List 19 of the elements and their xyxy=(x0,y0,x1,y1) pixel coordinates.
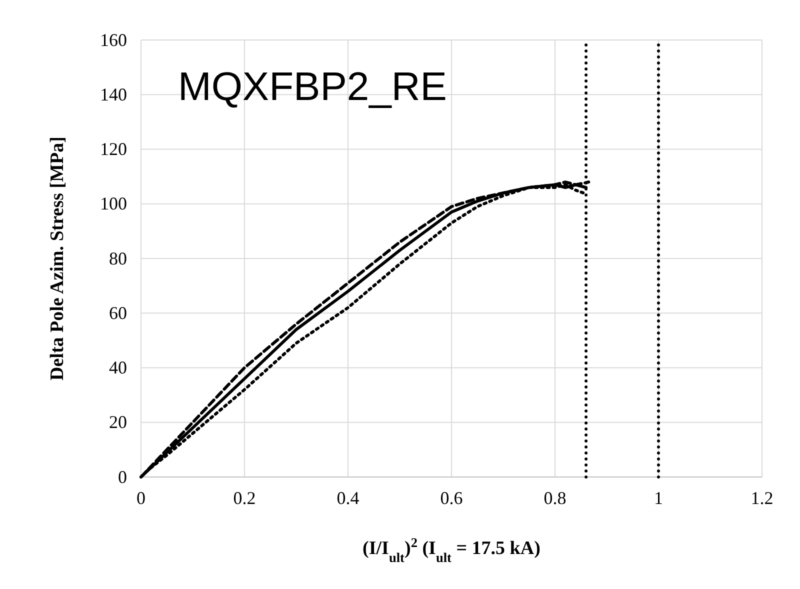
y-tick-label: 40 xyxy=(109,358,127,378)
y-tick-label: 20 xyxy=(109,412,127,432)
y-tick-label: 140 xyxy=(100,84,127,104)
x-tick-label: 1.2 xyxy=(750,488,774,508)
x-tick-label: 0.2 xyxy=(233,488,256,508)
y-tick-label: 60 xyxy=(109,302,127,323)
y-tick-label: 0 xyxy=(118,466,127,487)
y-axis-title: Delta Pole Azim. Stress [MPa] xyxy=(47,136,68,380)
x-axis-title: (I/I$_{ult}$)$^{2}$ (I$_{ult}$ = 17.5 kA) xyxy=(362,534,540,564)
y-tick-label: 80 xyxy=(109,248,127,268)
x-tick-label: 1 xyxy=(654,488,663,508)
x-tick-label: 0.6 xyxy=(440,488,463,508)
x-tick-label: 0.4 xyxy=(336,488,360,508)
x-tick-label: 0 xyxy=(136,488,146,508)
y-tick-label: 120 xyxy=(100,139,127,160)
x-tick-label: 0.8 xyxy=(544,488,566,508)
text: MQXFBP2_RE xyxy=(178,65,447,109)
y-tick-label: 100 xyxy=(100,194,127,214)
y-tick-label: 160 xyxy=(100,30,127,50)
